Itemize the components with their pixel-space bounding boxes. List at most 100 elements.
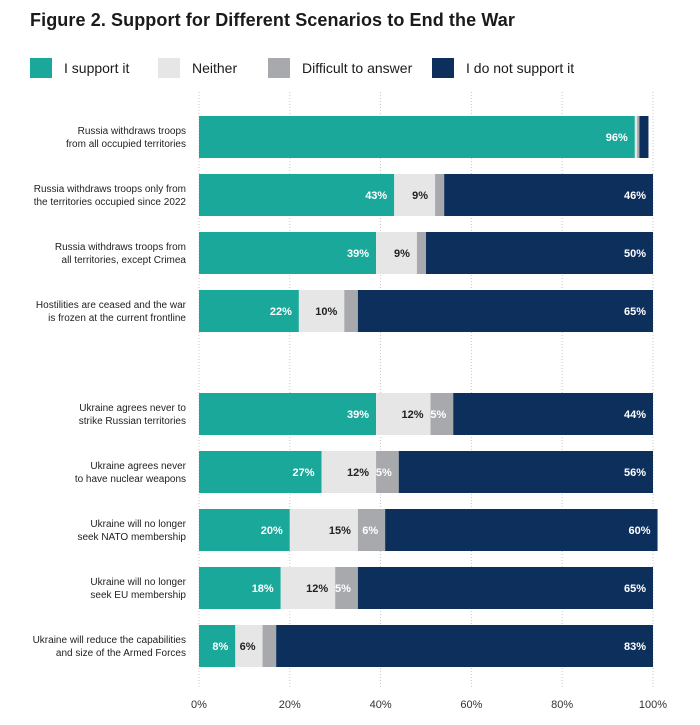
bar-segment-not_support bbox=[357, 567, 653, 609]
category-label: Ukraine will reduce the capabilities bbox=[33, 635, 186, 646]
x-tick-label: 0% bbox=[191, 699, 207, 711]
category-label: Ukraine will no longer bbox=[90, 519, 186, 530]
x-tick-label: 80% bbox=[551, 699, 573, 711]
data-label: 65% bbox=[624, 306, 646, 318]
category-label: Russia withdraws troops bbox=[78, 126, 186, 137]
data-label: 60% bbox=[629, 525, 651, 537]
bar-segment-neither bbox=[235, 625, 263, 667]
data-label: 18% bbox=[252, 583, 274, 595]
data-label: 96% bbox=[606, 132, 628, 144]
legend-label-difficult: Difficult to answer bbox=[302, 60, 413, 76]
data-label: 65% bbox=[624, 583, 646, 595]
bar-segment-neither bbox=[298, 290, 345, 332]
chart-title: Figure 2. Support for Different Scenario… bbox=[30, 10, 515, 30]
bar-segment-not_support bbox=[426, 232, 653, 274]
bar-segment-difficult bbox=[430, 393, 454, 435]
bar-segment-difficult bbox=[637, 116, 640, 158]
data-label: 8% bbox=[212, 641, 228, 653]
category-label: Ukraine will no longer bbox=[90, 577, 186, 588]
category-label: seek EU membership bbox=[90, 590, 186, 601]
data-label: 46% bbox=[624, 190, 646, 202]
category-label: Russia withdraws troops from bbox=[55, 242, 186, 253]
category-label: Ukraine agrees never to bbox=[79, 403, 186, 414]
legend-item-difficult: Difficult to answer bbox=[268, 56, 412, 80]
category-label: Hostilities are ceased and the war bbox=[36, 300, 187, 311]
bar-segment-support bbox=[199, 509, 290, 551]
data-label: 15% bbox=[329, 525, 351, 537]
bar-segment-difficult bbox=[416, 232, 426, 274]
category-label: all territories, except Crimea bbox=[62, 255, 187, 266]
legend-item-not-support: I do not support it bbox=[432, 56, 574, 80]
data-label: 6% bbox=[240, 641, 256, 653]
data-label: 10% bbox=[315, 306, 337, 318]
data-label: 39% bbox=[347, 248, 369, 260]
bar-segment-difficult bbox=[344, 290, 358, 332]
bar-segment-difficult bbox=[262, 625, 277, 667]
bar-segment-support bbox=[199, 451, 322, 493]
data-label: 12% bbox=[402, 409, 424, 421]
bar-segment-difficult bbox=[335, 567, 358, 609]
legend-label-neither: Neither bbox=[192, 60, 238, 76]
legend-swatch-support bbox=[30, 58, 52, 78]
data-label: 39% bbox=[347, 409, 369, 421]
bar-segment-neither bbox=[634, 116, 638, 158]
data-label: 83% bbox=[624, 641, 646, 653]
bar-segment-difficult bbox=[376, 451, 399, 493]
bar-segment-neither bbox=[289, 509, 358, 551]
bar-segment-not_support bbox=[357, 290, 653, 332]
bar-segment-support bbox=[199, 625, 236, 667]
bar-segment-not_support bbox=[276, 625, 653, 667]
bar-segment-support bbox=[199, 393, 377, 435]
bar-segment-support bbox=[199, 567, 281, 609]
legend-swatch-difficult bbox=[268, 58, 290, 78]
x-tick-label: 40% bbox=[370, 699, 392, 711]
legend: I support it Neither Difficult to answer… bbox=[30, 56, 690, 80]
data-label: 5% bbox=[430, 409, 446, 421]
data-label: 43% bbox=[365, 190, 387, 202]
category-label: strike Russian territories bbox=[79, 416, 186, 427]
bar-segment-support bbox=[199, 174, 395, 216]
bar-segment-neither bbox=[376, 393, 431, 435]
bar-segment-difficult bbox=[435, 174, 445, 216]
bar-segment-not_support bbox=[453, 393, 653, 435]
data-label: 9% bbox=[394, 248, 410, 260]
bar-segment-neither bbox=[394, 174, 436, 216]
category-label: Russia withdraws troops only from bbox=[34, 184, 186, 195]
legend-swatch-neither bbox=[158, 58, 180, 78]
data-label: 6% bbox=[362, 525, 378, 537]
category-label: to have nuclear weapons bbox=[75, 474, 186, 485]
data-label: 12% bbox=[347, 467, 369, 479]
bar-segment-support bbox=[199, 116, 635, 158]
data-label: 56% bbox=[624, 467, 646, 479]
category-label: from all occupied territories bbox=[66, 139, 186, 150]
data-label: 22% bbox=[270, 306, 292, 318]
category-label: the territories occupied since 2022 bbox=[34, 197, 187, 208]
legend-item-support: I support it bbox=[30, 56, 129, 80]
legend-item-neither: Neither bbox=[158, 56, 237, 80]
legend-label-not-support: I do not support it bbox=[466, 60, 575, 76]
bar-segment-neither bbox=[321, 451, 377, 493]
category-label: seek NATO membership bbox=[77, 532, 186, 543]
legend-label-support: I support it bbox=[64, 60, 130, 76]
bar-segment-support bbox=[199, 290, 299, 332]
bar-segment-neither bbox=[376, 232, 417, 274]
category-label: and size of the Armed Forces bbox=[56, 648, 186, 659]
data-label: 44% bbox=[624, 409, 646, 421]
bar-segment-not_support bbox=[398, 451, 653, 493]
category-label: Ukraine agrees never bbox=[90, 461, 186, 472]
bar-segment-difficult bbox=[357, 509, 386, 551]
bar-segment-not_support bbox=[639, 116, 649, 158]
data-label: 9% bbox=[412, 190, 428, 202]
x-tick-label: 100% bbox=[639, 699, 667, 711]
bar-segment-support bbox=[199, 232, 377, 274]
category-label: is frozen at the current frontline bbox=[48, 313, 186, 324]
data-label: 5% bbox=[376, 467, 392, 479]
data-label: 12% bbox=[306, 583, 328, 595]
legend-swatch-not-support bbox=[432, 58, 454, 78]
bar-segment-neither bbox=[280, 567, 336, 609]
data-label: 50% bbox=[624, 248, 646, 260]
data-label: 20% bbox=[261, 525, 283, 537]
data-label: 5% bbox=[335, 583, 351, 595]
bar-segment-not_support bbox=[444, 174, 653, 216]
